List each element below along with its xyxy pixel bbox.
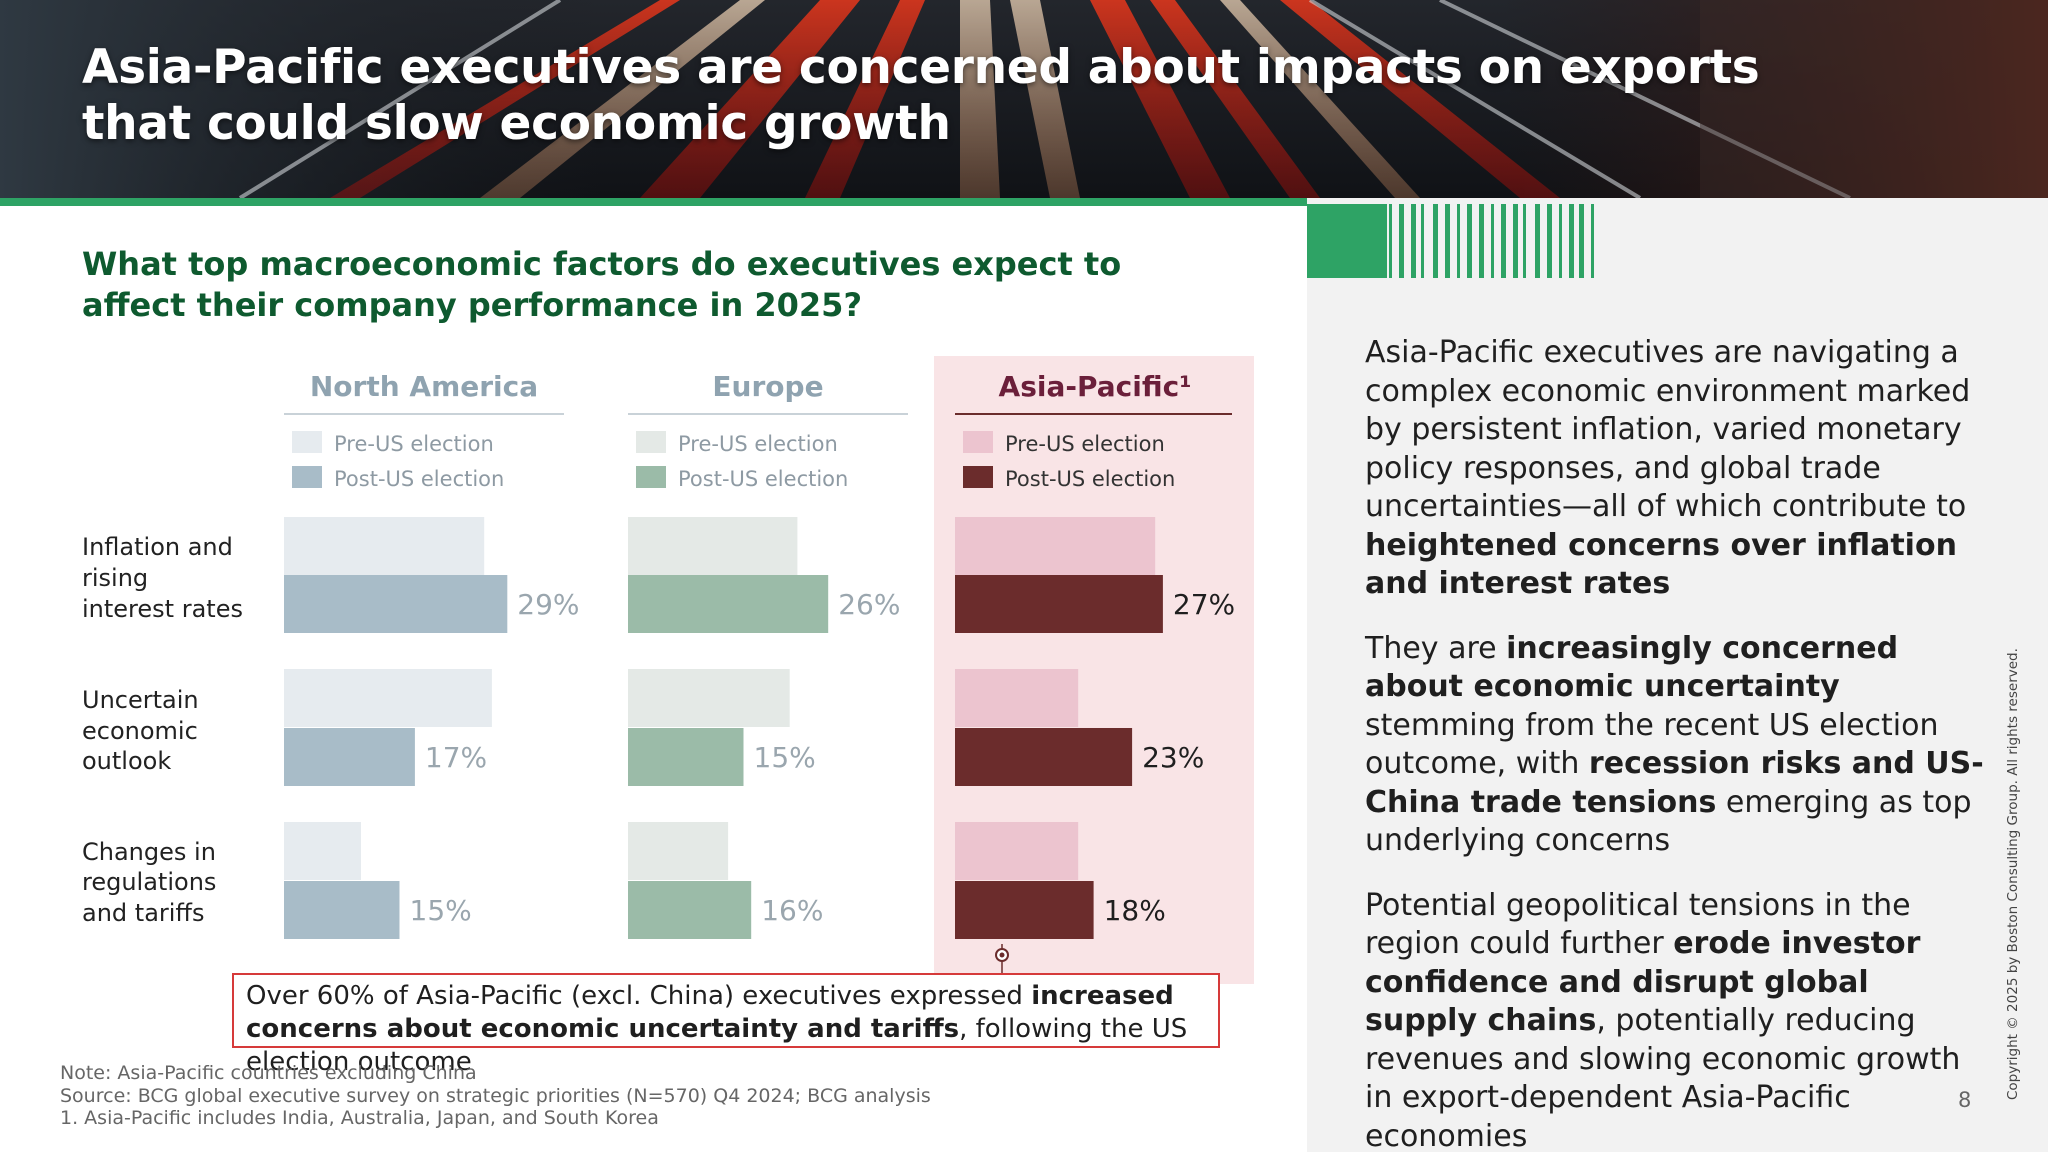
summary-paragraph-3: Potential geopolitical tensions in the r… [1365,887,1961,1152]
highway-background-image [0,0,2048,198]
category-label: Changes in regulations and tariffs [82,838,216,927]
callout-marker-dot [999,952,1005,958]
bar-value-label: 18% [1104,894,1166,927]
summary-paragraph-1: Asia-Pacific executives are navigating a… [1365,335,1971,601]
legend-swatch-post [292,466,322,488]
legend-swatch-post [636,466,666,488]
note-line: Note: Asia-Pacific countries excluding C… [60,1062,477,1084]
footnotes: Note: Asia-Pacific countries excluding C… [60,1062,931,1130]
legend-label-pre: Pre-US election [1005,432,1165,456]
bar-value-label: 23% [1142,741,1204,774]
bar-value-label: 29% [517,588,579,621]
bar-value-label: 15% [754,741,816,774]
legend-swatch-pre [292,431,322,453]
copyright-notice: Copyright © 2025 by Boston Consulting Gr… [2005,648,2021,1100]
bar-post-election [284,575,508,633]
legend-label-pre: Pre-US election [678,432,838,456]
bar-value-label: 27% [1173,588,1235,621]
page-number: 8 [1958,1088,1972,1112]
bar-post-election [955,881,1094,939]
bar-pre-election [628,517,798,575]
bar-pre-election [284,822,361,880]
legend-label-pre: Pre-US election [334,432,494,456]
bar-pre-election [284,669,492,727]
bar-pre-election [628,822,729,880]
panel-title: Asia-Pacific¹ [999,370,1192,403]
legend-label-post: Post-US election [334,467,504,491]
panel-title: North America [310,370,538,403]
bar-post-election [628,575,829,633]
legend-label-post: Post-US election [678,467,848,491]
panel-title: Europe [712,370,823,403]
bar-value-label: 17% [425,741,487,774]
legend-label-post: Post-US election [1005,467,1175,491]
decorative-stripes [1307,198,2048,278]
bar-chart: Inflation and rising interest rates Uncerta… [82,356,1254,984]
legend-swatch-pre [963,431,993,453]
chart-question: What top macroeconomic factors do execut… [82,245,1122,324]
footnote-line: 1. Asia-Pacific includes India, Australi… [60,1107,659,1129]
bar-post-election [284,728,415,786]
bar-post-election [628,728,744,786]
page-title: Asia-Pacific executives are concerned ab… [82,40,1760,151]
legend-swatch-pre [636,431,666,453]
summary-text: Asia-Pacific executives are navigating a… [1365,334,1985,1152]
bar-pre-election [955,517,1156,575]
callout-box: Over 60% of Asia-Pacific (excl. China) e… [232,973,1220,1077]
bar-value-label: 16% [761,894,823,927]
bar-pre-election [955,822,1079,880]
summary-panel [1307,206,2048,1152]
category-label: Inflation and rising interest rates [82,533,243,623]
bar-post-election [955,728,1133,786]
source-line: Source: BCG global executive survey on s… [60,1084,931,1107]
header-banner: Asia-Pacific executives are concerned ab… [0,0,2048,198]
summary-paragraph-2: They are increasingly concerned about ec… [1365,630,1984,859]
bar-pre-election [628,669,790,727]
bar-value-label: 26% [838,588,900,621]
bar-post-election [284,881,400,939]
category-label: Uncertain economic outlook [82,686,199,775]
bar-post-election [628,881,752,939]
bar-pre-election [284,517,485,575]
bar-value-label: 15% [410,894,472,927]
bar-pre-election [955,669,1079,727]
legend-swatch-post [963,466,993,488]
header-accent-bar [0,198,1307,206]
bar-post-election [955,575,1163,633]
